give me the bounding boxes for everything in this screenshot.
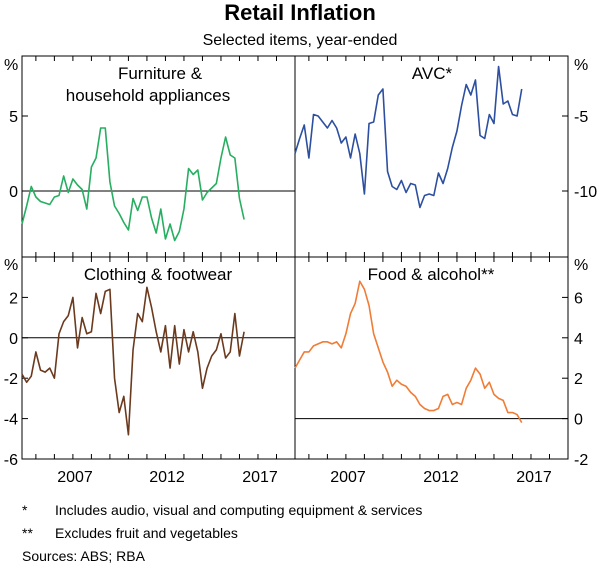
- series-line-avc: [294, 65, 523, 209]
- x-tick-label: 2012: [423, 469, 459, 486]
- note-text-1: Includes audio, visual and computing equ…: [55, 502, 422, 518]
- unit-label-bottom-left: %: [4, 257, 18, 274]
- y-tick-label: 0: [9, 184, 18, 201]
- panel-title-avc: AVC*: [412, 64, 453, 83]
- panel-title-furniture-line1: Furniture &: [118, 64, 203, 83]
- panel-title-furniture-line2: household appliances: [66, 86, 230, 105]
- y-tick-label: 5: [9, 109, 18, 126]
- x-tick-label: 2017: [242, 469, 278, 486]
- y-tick-label: 2: [9, 290, 18, 307]
- y-tick-label: 6: [574, 290, 583, 307]
- series-line-food: [294, 280, 523, 424]
- x-tick-label: 2007: [330, 469, 366, 486]
- sources-note: Sources: ABS; RBA: [22, 548, 146, 564]
- y-tick-label: 4: [574, 331, 583, 348]
- panel-title-clothing: Clothing & footwear: [84, 265, 233, 284]
- y-tick-label: 0: [574, 412, 583, 429]
- x-tick-label: 2012: [149, 469, 185, 486]
- y-tick-label: -5: [574, 109, 588, 126]
- note-mark-1: *: [22, 502, 28, 518]
- chart-title: Retail Inflation: [224, 0, 376, 25]
- y-tick-label: -2: [574, 452, 588, 469]
- x-tick-label: 2007: [57, 469, 93, 486]
- y-tick-label: -4: [4, 412, 18, 429]
- y-tick-label: 0: [9, 331, 18, 348]
- series-line-clothing: [21, 286, 245, 436]
- unit-label-top-left: %: [4, 57, 18, 74]
- x-tick-label: 2017: [516, 469, 552, 486]
- chart-subtitle: Selected items, year-ended: [203, 32, 398, 49]
- y-tick-label: -6: [4, 452, 18, 469]
- unit-label-bottom-right: %: [574, 257, 588, 274]
- note-text-2: Excludes fruit and vegetables: [55, 525, 238, 541]
- panel-title-food: Food & alcohol**: [368, 265, 495, 284]
- unit-label-top-right: %: [574, 57, 588, 74]
- y-tick-label: -2: [4, 371, 18, 388]
- y-tick-label: -10: [574, 184, 597, 201]
- chart-panels: 5 0 -5 -10 2 0 -2 -4 -6 6 4 2 0 -2: [4, 56, 597, 469]
- series-line-furniture: [21, 127, 245, 242]
- note-mark-2: **: [22, 525, 33, 541]
- y-tick-label: 2: [574, 371, 583, 388]
